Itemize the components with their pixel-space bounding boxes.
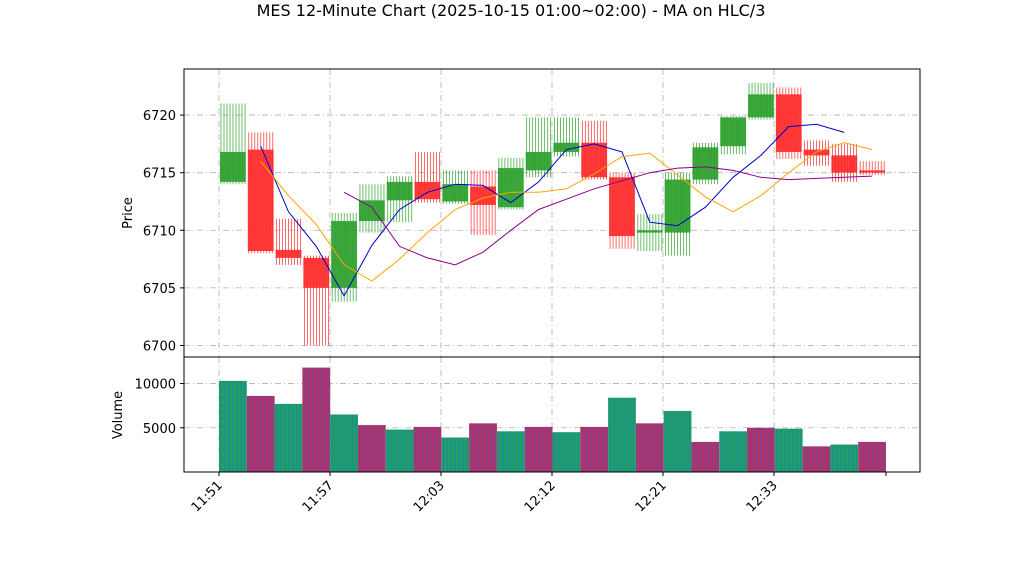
candle-up xyxy=(386,181,413,201)
candle-down xyxy=(414,181,441,200)
volume-ytick-label: 10000 xyxy=(135,378,176,393)
candle-down xyxy=(303,257,330,288)
x-tick-label: 12:21 xyxy=(633,478,670,515)
volume-bars xyxy=(219,367,886,472)
candle-up xyxy=(220,151,246,182)
volume-yticks: 5000 10000 xyxy=(135,378,184,437)
price-ytick-label: 6700 xyxy=(143,339,176,354)
candle-up xyxy=(442,184,469,202)
candle-up xyxy=(525,151,552,171)
volume-axis-label: Volume xyxy=(111,391,126,439)
x-tick-label: 12:03 xyxy=(411,478,448,515)
x-tick-label: 12:33 xyxy=(744,478,781,515)
volume-ytick-label: 5000 xyxy=(143,422,176,437)
candle-up xyxy=(664,179,691,233)
candle-down xyxy=(609,177,635,237)
price-bars xyxy=(220,82,885,346)
price-ytick-label: 6710 xyxy=(143,224,176,239)
candle-down xyxy=(275,249,302,258)
x-tick-label: 12:12 xyxy=(522,478,559,515)
candle-down xyxy=(581,142,608,178)
candle-down xyxy=(775,94,802,152)
candle-up xyxy=(748,94,774,118)
candle-down xyxy=(803,149,830,156)
price-yticks: 6700 6705 6710 6715 6720 xyxy=(143,109,184,354)
candle-down xyxy=(247,149,274,252)
candle-down xyxy=(859,170,885,173)
price-lines xyxy=(260,123,873,297)
ma-mid-line xyxy=(260,142,873,282)
candle-up xyxy=(331,221,357,288)
price-ytick-label: 6715 xyxy=(143,167,176,182)
candle-up xyxy=(553,142,580,152)
candle-up xyxy=(692,147,719,180)
x-tick-label: 11:57 xyxy=(300,478,337,515)
candle-up xyxy=(636,230,663,233)
candle-up xyxy=(497,168,524,208)
candle-up xyxy=(358,200,385,222)
chart-title: MES 12-Minute Chart (2025-10-15 01:00~02… xyxy=(257,1,766,20)
x-tick-label: 11:51 xyxy=(189,478,226,515)
ma-fast-line xyxy=(260,123,845,297)
price-grid xyxy=(184,69,920,357)
x-axis-ticks: 11:51 11:57 12:03 12:12 12:21 12:33 xyxy=(189,472,887,515)
price-ytick-label: 6705 xyxy=(143,282,176,297)
candle-down xyxy=(831,155,858,173)
price-panel: 6700 6705 6710 6715 6720 Price xyxy=(121,68,921,358)
candle-up xyxy=(720,117,747,147)
ma-slow-line xyxy=(343,166,873,266)
price-axis-label: Price xyxy=(121,197,136,229)
volume-panel: 5000 10000 Volume xyxy=(111,356,921,473)
price-ytick-label: 6720 xyxy=(143,109,176,124)
